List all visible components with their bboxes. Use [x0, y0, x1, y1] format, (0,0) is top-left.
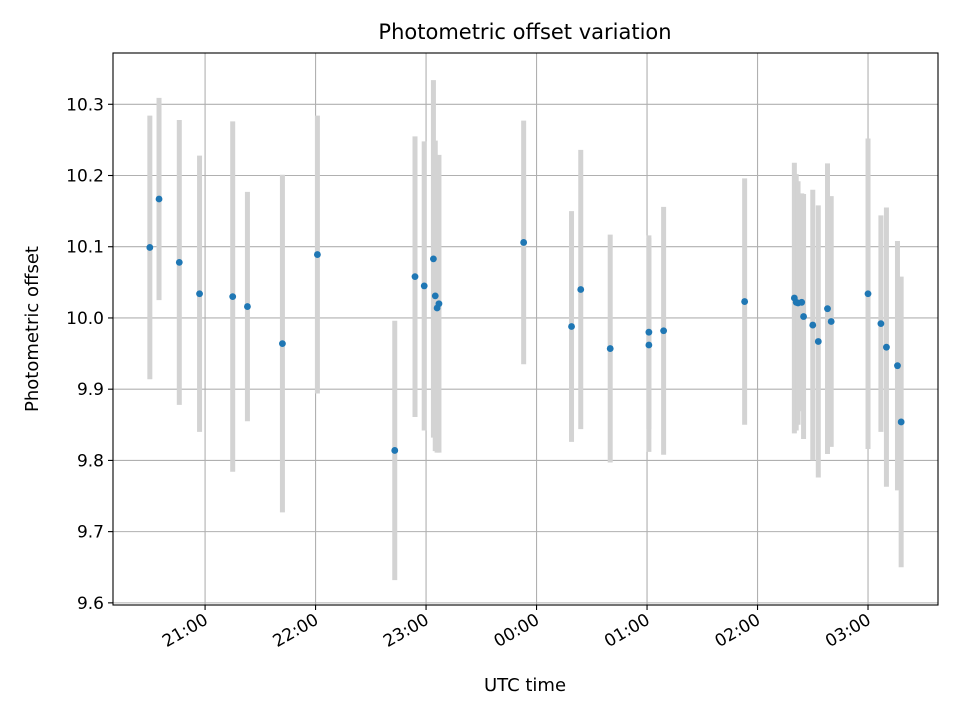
data-point	[827, 318, 835, 325]
data-point	[645, 328, 653, 336]
y-tick-label: 9.9	[77, 380, 104, 400]
data-point	[155, 195, 163, 203]
data-point	[814, 338, 822, 345]
y-tick-label: 10.3	[66, 95, 104, 115]
data-point	[606, 345, 614, 352]
data-point	[244, 303, 251, 310]
y-tick-label: 9.6	[77, 594, 104, 614]
data-point	[314, 251, 321, 258]
data-point	[431, 292, 439, 300]
y-tick-label: 10.2	[66, 167, 104, 187]
data-point	[741, 298, 749, 305]
y-tick-label: 10.1	[66, 238, 104, 258]
data-point	[391, 447, 399, 454]
data-point	[824, 305, 831, 313]
data-points	[146, 195, 905, 454]
data-point	[568, 323, 575, 330]
data-point	[411, 273, 419, 281]
y-axis-label: Photometric offset	[22, 246, 43, 412]
data-point	[897, 418, 905, 426]
data-point	[798, 298, 806, 306]
data-point	[809, 321, 817, 329]
data-point	[645, 341, 653, 349]
data-point	[146, 244, 154, 251]
chart-title: Photometric offset variation	[378, 20, 671, 44]
y-tick-label: 9.8	[77, 451, 104, 471]
data-point	[279, 340, 286, 348]
data-point	[894, 362, 901, 370]
plot-frame	[112, 52, 939, 606]
data-point	[196, 290, 203, 298]
y-tick-label: 9.7	[77, 523, 104, 543]
data-point	[229, 293, 237, 300]
data-point	[577, 286, 585, 293]
data-point	[520, 239, 528, 246]
data-point	[430, 255, 437, 263]
data-point	[877, 320, 885, 328]
data-point	[800, 313, 807, 320]
data-point	[660, 327, 668, 335]
data-point	[435, 300, 443, 308]
x-axis-label: UTC time	[484, 675, 566, 696]
data-point	[175, 259, 183, 266]
data-point	[864, 290, 872, 298]
y-tick-label: 10.0	[66, 309, 104, 329]
data-point	[420, 282, 428, 290]
data-point	[883, 343, 890, 351]
